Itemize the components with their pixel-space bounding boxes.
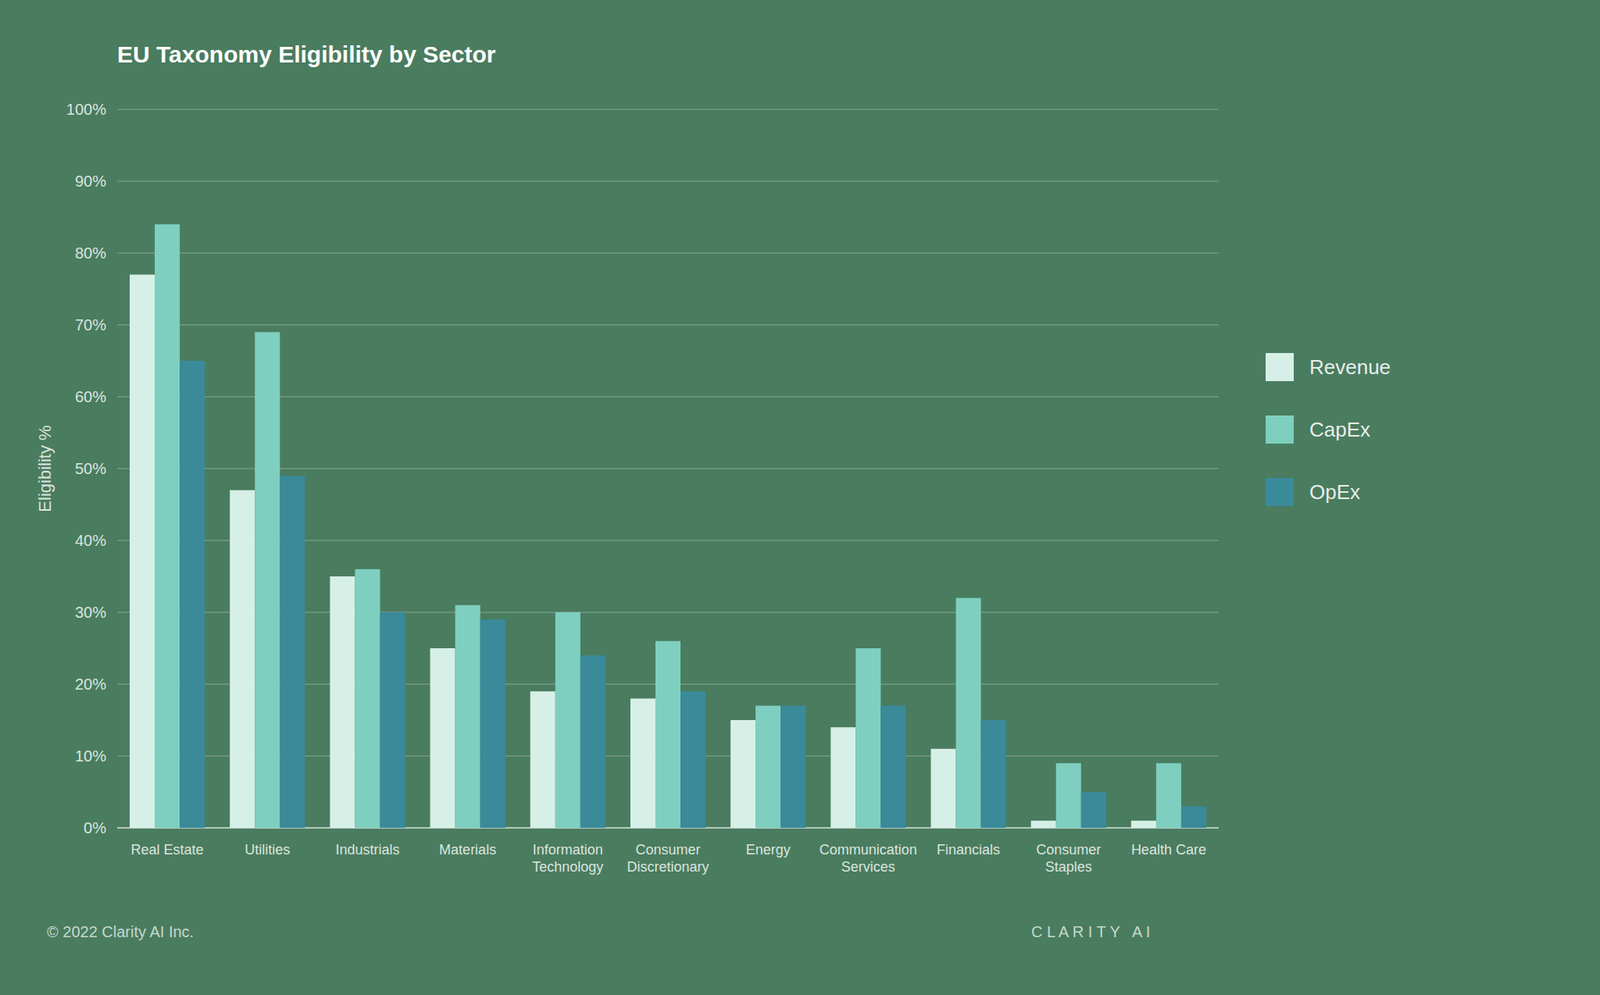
- x-tick-label-line: Consumer: [1035, 842, 1101, 858]
- annotation: C L A R I T Y A I: [1031, 923, 1150, 941]
- x-tick-label-line: Industrials: [335, 842, 400, 858]
- bar: [329, 576, 355, 829]
- y-tick-label: 50%: [75, 460, 107, 478]
- bar: [154, 224, 180, 829]
- y-axis-label: Eligibility %: [35, 425, 55, 512]
- x-tick-label: Financials: [936, 842, 1000, 858]
- x-tick-label: Real Estate: [131, 842, 204, 858]
- annotation: © 2022 Clarity AI Inc.: [46, 923, 194, 941]
- bar: [1181, 806, 1207, 829]
- x-tick-label: ConsumerDiscretionary: [626, 842, 709, 875]
- y-tick-label: 30%: [75, 603, 107, 622]
- bar: [530, 691, 556, 829]
- x-tick-label-line: Materials: [439, 842, 497, 858]
- bar: [1056, 763, 1082, 829]
- chart-svg: EU Taxonomy Eligibility by Sector 0% 10% 20…: [0, 0, 1600, 995]
- bar: [981, 720, 1007, 829]
- legend-label: OpEx: [1309, 480, 1361, 504]
- background: [0, 0, 1600, 995]
- x-tick-label-line: Energy: [746, 842, 791, 858]
- y-tick-label: 80%: [75, 244, 107, 262]
- x-tick-label-line: Staples: [1045, 859, 1093, 875]
- x-tick-label-line: Information: [532, 842, 604, 858]
- bar: [830, 727, 856, 829]
- legend-swatch: [1265, 415, 1294, 444]
- y-tick-label: 40%: [75, 532, 107, 550]
- bar: [1131, 821, 1157, 829]
- bar: [780, 706, 806, 829]
- x-tick-label: Materials: [439, 842, 497, 858]
- grid-line: [117, 181, 1219, 183]
- bar: [455, 605, 481, 829]
- title: EU Taxonomy Eligibility by Sector: [117, 41, 497, 68]
- bar: [1156, 763, 1182, 829]
- legend-swatch: [1265, 478, 1294, 507]
- y-tick-label: 0%: [83, 819, 107, 837]
- bar: [930, 749, 956, 829]
- bar: [480, 619, 506, 829]
- x-tick-label: Health Care: [1131, 842, 1207, 858]
- bar: [755, 706, 781, 829]
- bar: [379, 612, 405, 829]
- bars: [129, 224, 1207, 829]
- x-tick-label-line: Technology: [532, 859, 604, 875]
- grid: [117, 109, 1219, 829]
- x-tick-label-line: Services: [841, 859, 896, 875]
- bar: [730, 720, 756, 829]
- grid-line: [117, 253, 1219, 254]
- x-tick-label: CommunicationServices: [819, 842, 918, 875]
- x-tick-label-line: Health Care: [1131, 842, 1207, 858]
- bar: [580, 655, 606, 829]
- bar: [179, 360, 205, 829]
- bar: [129, 275, 155, 829]
- grid-line: [117, 468, 1219, 470]
- bar: [880, 706, 906, 829]
- x-tick-label: Industrials: [335, 842, 400, 858]
- legend-label: Revenue: [1309, 355, 1391, 379]
- legend-swatch: [1265, 353, 1294, 382]
- y-tick-label: 70%: [75, 316, 107, 334]
- x-tick-label-line: Communication: [819, 842, 918, 858]
- legend: Revenue CapEx OpEx: [1265, 353, 1391, 507]
- bar: [279, 475, 305, 829]
- bar: [1031, 821, 1057, 829]
- x-tick-label: Utilities: [244, 842, 290, 858]
- bar: [430, 648, 456, 829]
- grid-line: [117, 109, 1219, 111]
- x-tick-label-line: Discretionary: [626, 859, 709, 875]
- grid-line: [117, 396, 1219, 398]
- bar: [655, 641, 681, 829]
- x-tick-label: InformationTechnology: [532, 842, 604, 875]
- grid-line: [117, 325, 1219, 326]
- bar: [354, 569, 380, 829]
- y-tick-label: 10%: [75, 747, 107, 765]
- x-tick-label-line: Real Estate: [131, 842, 204, 858]
- y-tick-label: 90%: [75, 172, 107, 190]
- legend-label: CapEx: [1309, 417, 1371, 442]
- x-tick-label-line: Financials: [936, 842, 1000, 858]
- y-tick-label: 20%: [75, 675, 107, 693]
- x-tick-label-line: Consumer: [635, 842, 700, 858]
- bar: [680, 691, 706, 829]
- x-tick-label: ConsumerStaples: [1035, 842, 1101, 875]
- bar: [855, 648, 881, 829]
- bar: [630, 698, 656, 829]
- chart-container: EU Taxonomy Eligibility by Sector 0% 10% 20…: [0, 0, 1600, 995]
- y-tick-label: 60%: [75, 388, 107, 406]
- bar: [1081, 792, 1107, 829]
- y-tick-label: 100%: [66, 100, 107, 118]
- bar: [254, 332, 280, 829]
- bar: [956, 598, 982, 829]
- bar: [555, 612, 581, 829]
- x-tick-label-line: Utilities: [244, 842, 290, 858]
- bar: [229, 490, 255, 829]
- x-tick-label: Energy: [746, 842, 791, 858]
